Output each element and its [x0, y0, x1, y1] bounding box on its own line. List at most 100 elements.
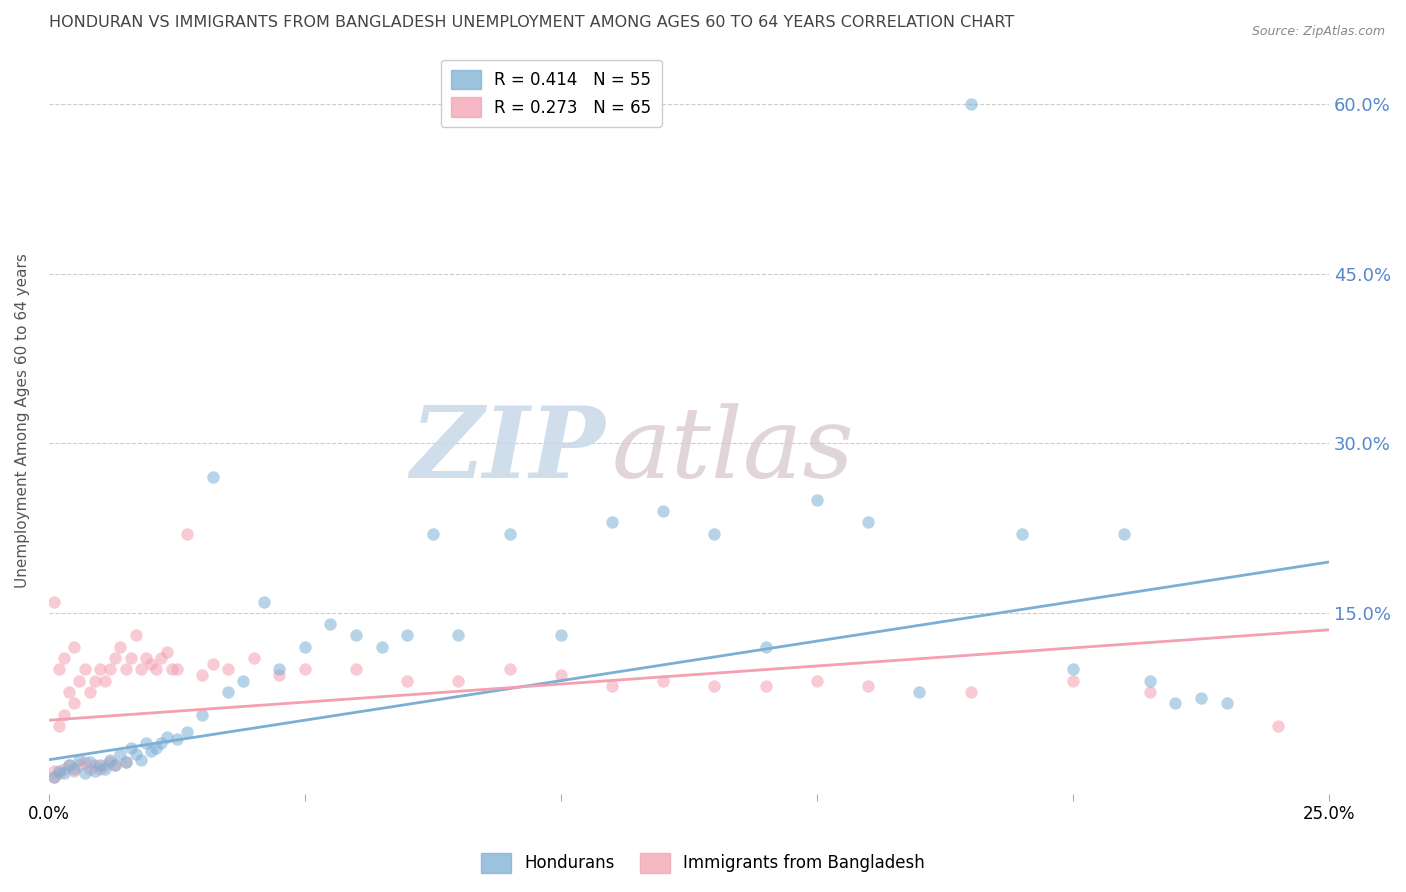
Point [145, 741, 167, 756]
Point [232, 673, 254, 688]
Point [396, 673, 419, 688]
Point [755, 640, 778, 654]
Point [294, 640, 316, 654]
Point [1139, 673, 1161, 688]
Point [129, 753, 152, 767]
Point [908, 685, 931, 699]
Point [110, 747, 132, 761]
Point [98, 662, 121, 676]
Legend: R = 0.414   N = 55, R = 0.273   N = 65: R = 0.414 N = 55, R = 0.273 N = 65 [441, 60, 662, 127]
Point [217, 662, 239, 676]
Point [652, 673, 675, 688]
Point [53, 707, 76, 722]
Point [269, 662, 291, 676]
Point [856, 679, 879, 693]
Point [94, 673, 117, 688]
Point [201, 657, 224, 671]
Point [344, 628, 367, 642]
Point [79, 685, 101, 699]
Point [73, 755, 96, 769]
Point [498, 526, 520, 541]
Point [447, 628, 470, 642]
Point [600, 679, 623, 693]
Point [129, 662, 152, 676]
Point [176, 724, 198, 739]
Point [58, 758, 80, 772]
Point [1062, 673, 1084, 688]
Point [83, 764, 105, 778]
Point [48, 764, 70, 778]
Point [104, 651, 127, 665]
Point [120, 741, 142, 756]
Point [550, 668, 572, 682]
Point [83, 758, 105, 772]
Point [89, 758, 111, 772]
Point [1062, 662, 1084, 676]
Point [135, 736, 157, 750]
Point [447, 673, 470, 688]
Point [104, 758, 127, 772]
Point [104, 758, 127, 772]
Point [94, 758, 117, 772]
Point [73, 662, 96, 676]
Point [959, 685, 981, 699]
Point [42, 594, 65, 608]
Point [42, 770, 65, 784]
Point [150, 651, 173, 665]
Point [69, 758, 91, 772]
Point [253, 594, 276, 608]
Point [120, 651, 142, 665]
Point [83, 673, 105, 688]
Point [63, 762, 86, 776]
Text: HONDURAN VS IMMIGRANTS FROM BANGLADESH UNEMPLOYMENT AMONG AGES 60 TO 64 YEARS CO: HONDURAN VS IMMIGRANTS FROM BANGLADESH U… [49, 15, 1014, 30]
Point [53, 766, 76, 780]
Point [141, 657, 163, 671]
Point [166, 662, 188, 676]
Point [89, 662, 111, 676]
Point [53, 651, 76, 665]
Point [48, 662, 70, 676]
Point [269, 668, 291, 682]
Point [959, 97, 981, 112]
Point [652, 504, 675, 518]
Point [806, 492, 828, 507]
Point [98, 755, 121, 769]
Point [1267, 719, 1289, 733]
Point [145, 662, 167, 676]
Point [344, 662, 367, 676]
Point [150, 736, 173, 750]
Point [125, 747, 148, 761]
Point [294, 662, 316, 676]
Point [48, 719, 70, 733]
Point [1114, 526, 1136, 541]
Point [176, 526, 198, 541]
Text: atlas: atlas [612, 403, 855, 499]
Text: ZIP: ZIP [411, 402, 606, 499]
Point [42, 764, 65, 778]
Point [58, 758, 80, 772]
Point [114, 755, 136, 769]
Point [217, 685, 239, 699]
Point [160, 662, 183, 676]
Point [1215, 696, 1237, 710]
Point [114, 662, 136, 676]
Point [155, 645, 177, 659]
Point [1011, 526, 1033, 541]
Legend: Hondurans, Immigrants from Bangladesh: Hondurans, Immigrants from Bangladesh [474, 847, 932, 880]
Point [135, 651, 157, 665]
Point [48, 766, 70, 780]
Point [396, 628, 419, 642]
Point [242, 651, 264, 665]
Point [201, 470, 224, 484]
Point [703, 526, 725, 541]
Point [110, 640, 132, 654]
Point [79, 755, 101, 769]
Point [63, 764, 86, 778]
Y-axis label: Unemployment Among Ages 60 to 64 years: Unemployment Among Ages 60 to 64 years [15, 253, 30, 588]
Point [63, 696, 86, 710]
Point [1164, 696, 1187, 710]
Point [69, 753, 91, 767]
Point [114, 755, 136, 769]
Point [69, 673, 91, 688]
Point [58, 685, 80, 699]
